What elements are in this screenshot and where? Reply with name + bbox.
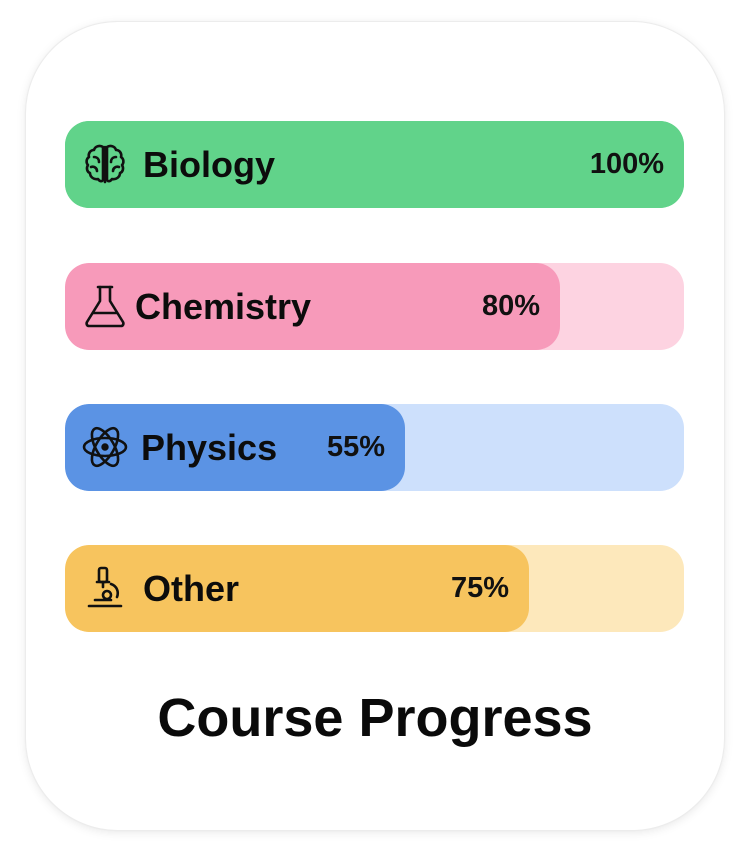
course-label-biology: Biology bbox=[143, 144, 275, 185]
microscope-icon bbox=[81, 564, 129, 612]
course-label-physics: Physics bbox=[141, 427, 278, 468]
percent-label-physics: 55% bbox=[326, 431, 385, 463]
atom-icon bbox=[81, 423, 129, 471]
progress-fill-chemistry bbox=[65, 263, 560, 350]
flask-icon bbox=[81, 282, 129, 330]
progress-track-physics: Physics 55% bbox=[65, 404, 684, 491]
percent-label-biology: 100% bbox=[589, 148, 664, 180]
brain-icon bbox=[81, 140, 129, 188]
page-title: Course Progress bbox=[157, 688, 593, 748]
progress-fill-physics bbox=[65, 404, 405, 491]
percent-label-other: 75% bbox=[450, 572, 509, 604]
progress-fill-biology bbox=[65, 121, 684, 208]
progress-track-biology: Biology 100% bbox=[65, 121, 684, 208]
progress-track-chemistry: Chemistry 80% bbox=[65, 263, 684, 350]
percent-label-chemistry: 80% bbox=[481, 290, 540, 322]
course-label-other: Other bbox=[143, 568, 240, 609]
course-label-chemistry: Chemistry bbox=[135, 286, 312, 327]
progress-fill-other bbox=[65, 545, 529, 632]
progress-track-other: Other 75% bbox=[65, 545, 684, 632]
